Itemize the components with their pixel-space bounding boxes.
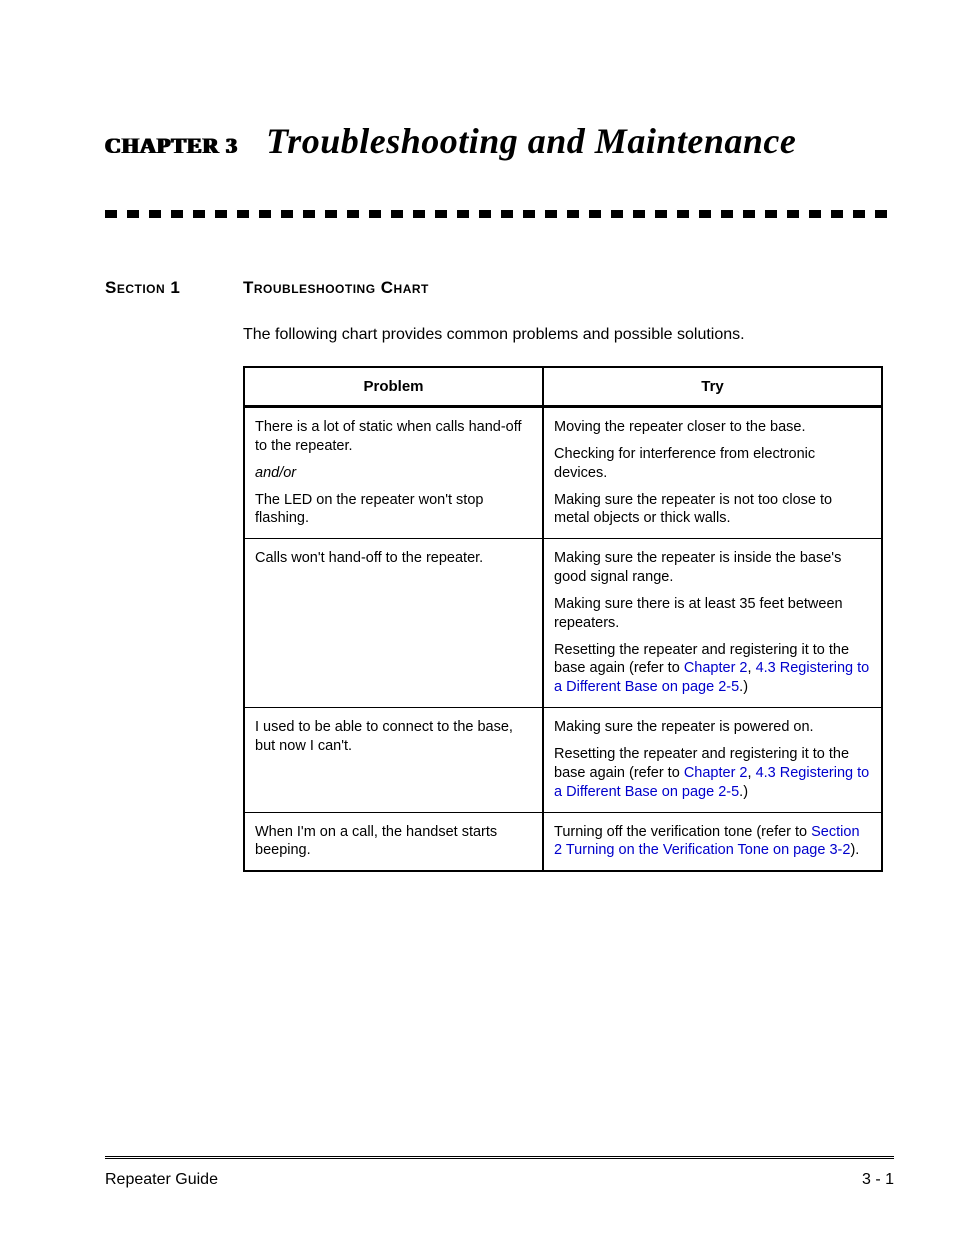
text-run: Turning off the verification tone (refer…	[554, 824, 811, 840]
try-cell: Making sure the repeater is inside the b…	[543, 539, 882, 708]
cell-paragraph: Resetting the repeater and registering i…	[554, 641, 871, 698]
try-cell: Turning off the verification tone (refer…	[543, 812, 882, 871]
cell-paragraph: I used to be able to connect to the base…	[255, 718, 532, 756]
document-page: CHAPTER 3 Troubleshooting and Maintenanc…	[0, 0, 954, 1235]
try-cell: Making sure the repeater is powered on. R…	[543, 708, 882, 812]
col-header-problem: Problem	[244, 367, 543, 407]
col-header-try: Try	[543, 367, 882, 407]
troubleshooting-table: Problem Try There is a lot of static whe…	[243, 366, 883, 872]
dashed-divider	[105, 210, 894, 218]
cell-paragraph: and/or	[255, 464, 532, 483]
problem-cell: When I'm on a call, the handset starts b…	[244, 812, 543, 871]
table-body: There is a lot of static when calls hand…	[244, 407, 882, 872]
cell-paragraph: Resetting the repeater and registering i…	[554, 745, 871, 802]
section-intro: The following chart provides common prob…	[243, 326, 894, 344]
table-row: When I'm on a call, the handset starts b…	[244, 812, 882, 871]
text-run: ,	[748, 765, 756, 781]
chapter-header: CHAPTER 3 Troubleshooting and Maintenanc…	[105, 120, 894, 162]
cell-paragraph: Turning off the verification tone (refer…	[554, 823, 871, 861]
problem-cell: There is a lot of static when calls hand…	[244, 407, 543, 539]
text-run: .)	[739, 784, 748, 800]
section-title: Troubleshooting Chart	[243, 278, 429, 298]
cell-paragraph: Checking for interference from electroni…	[554, 445, 871, 483]
chapter-label: CHAPTER 3	[105, 133, 238, 159]
cell-paragraph: The LED on the repeater won't stop flash…	[255, 491, 532, 529]
text-run: .)	[739, 679, 748, 695]
section-label: Section 1	[105, 278, 243, 298]
text-run: ,	[748, 660, 756, 676]
cell-paragraph: When I'm on a call, the handset starts b…	[255, 823, 532, 861]
table-header-row: Problem Try	[244, 367, 882, 407]
cell-paragraph: There is a lot of static when calls hand…	[255, 418, 532, 456]
footer-right: 3 - 1	[862, 1171, 894, 1189]
cell-paragraph: Moving the repeater closer to the base.	[554, 418, 871, 437]
cell-paragraph: Calls won't hand-off to the repeater.	[255, 549, 532, 568]
footer-rule	[105, 1156, 894, 1159]
cell-paragraph: Making sure the repeater is not too clos…	[554, 491, 871, 529]
chapter-title: Troubleshooting and Maintenance	[266, 120, 796, 162]
page-footer: Repeater Guide 3 - 1	[105, 1171, 894, 1189]
problem-cell: I used to be able to connect to the base…	[244, 708, 543, 812]
cross-reference-link[interactable]: Chapter 2	[684, 660, 748, 676]
footer-left: Repeater Guide	[105, 1171, 218, 1189]
cell-paragraph: Making sure the repeater is inside the b…	[554, 549, 871, 587]
cross-reference-link[interactable]: Chapter 2	[684, 765, 748, 781]
table-row: There is a lot of static when calls hand…	[244, 407, 882, 539]
text-run: ).	[850, 842, 859, 858]
cell-paragraph: Making sure there is at least 35 feet be…	[554, 595, 871, 633]
try-cell: Moving the repeater closer to the base. C…	[543, 407, 882, 539]
table-row: I used to be able to connect to the base…	[244, 708, 882, 812]
section-heading-row: Section 1 Troubleshooting Chart	[105, 278, 894, 298]
table-row: Calls won't hand-off to the repeater. Mak…	[244, 539, 882, 708]
problem-cell: Calls won't hand-off to the repeater.	[244, 539, 543, 708]
section-body: The following chart provides common prob…	[243, 326, 894, 872]
cell-paragraph: Making sure the repeater is powered on.	[554, 718, 871, 737]
